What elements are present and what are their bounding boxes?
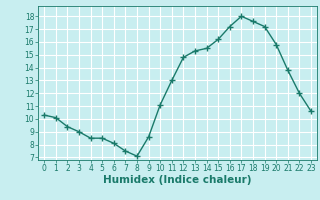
X-axis label: Humidex (Indice chaleur): Humidex (Indice chaleur)	[103, 175, 252, 185]
